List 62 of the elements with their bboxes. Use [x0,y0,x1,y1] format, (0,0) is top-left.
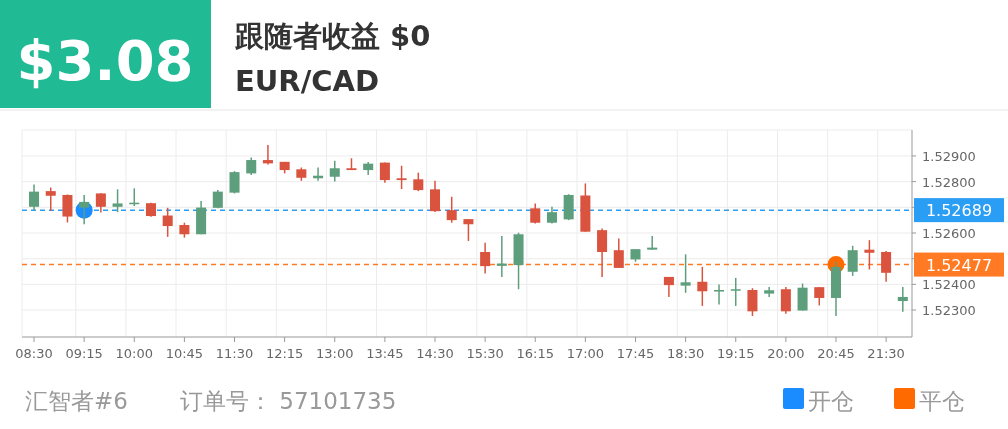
candlestick [680,253,691,294]
candlestick [814,286,825,307]
candlestick [697,266,708,307]
candlestick [112,188,123,213]
x-tick-label: 10:00 [115,346,154,361]
candlestick [647,235,658,251]
x-tick-label: 20:00 [767,346,805,361]
chart-subtitle: 跟随者收益 $0 [234,19,431,53]
candlestick [95,192,106,214]
candlestick [747,287,758,317]
candlestick [597,227,608,278]
candlestick [847,245,858,277]
ref-line-label: 1.52689 [925,201,993,221]
candlestick [463,218,474,242]
candlestick [162,207,173,238]
y-tick-label: 1.52900 [922,148,976,164]
x-tick-label: 14:30 [416,346,454,361]
x-tick-label: 13:00 [316,346,354,361]
x-tick-label: 18:30 [666,346,705,361]
y-tick-label: 1.52600 [922,225,976,241]
candlestick [329,160,340,183]
x-tick-label: 20:45 [817,346,855,361]
candlestick [714,283,725,306]
candlestick [79,194,90,225]
legend-label: 开仓 [808,388,854,414]
x-tick-label: 11:30 [215,346,254,361]
candlestick [897,286,908,313]
candlestick [446,196,457,224]
candlestick [613,237,624,269]
candlestick [45,186,56,212]
candlestick [797,282,808,312]
x-tick-label: 17:45 [616,346,655,361]
x-tick-label: 08:30 [15,346,53,361]
header: $3.08 [0,0,211,108]
candlestick [864,239,875,271]
x-tick-label: 13:45 [366,346,404,361]
x-tick-label: 16:15 [516,346,554,361]
x-tick-label: 17:00 [566,346,605,361]
candlestick [29,183,40,211]
candlestick [396,164,407,190]
candlestick [480,242,491,275]
chart-title: EUR/CAD [235,64,380,98]
ref-line-label: 1.52477 [925,255,993,275]
candlestick [881,250,892,283]
x-tick-label: 21:30 [867,346,905,361]
x-tick-label: 10:45 [165,346,204,361]
candlestick [780,286,791,315]
y-tick-label: 1.52800 [922,174,976,190]
legend-label: 平仓 [919,388,965,414]
text: 汇智者#6 [25,388,128,414]
y-tick-label: 1.52400 [922,277,976,293]
x-tick-label: 19:15 [717,346,755,361]
candlestick [262,144,273,166]
y-tick-label: 1.52300 [922,303,976,319]
text: 订单号： 57101735 [180,388,397,414]
candlestick [62,193,73,224]
candlestick [730,277,741,307]
candlestick [429,180,441,213]
x-tick-label: 15:30 [466,346,504,361]
x-tick-label: 09:15 [65,346,103,361]
candlestick [413,171,424,192]
x-tick-label: 12:15 [265,346,304,361]
